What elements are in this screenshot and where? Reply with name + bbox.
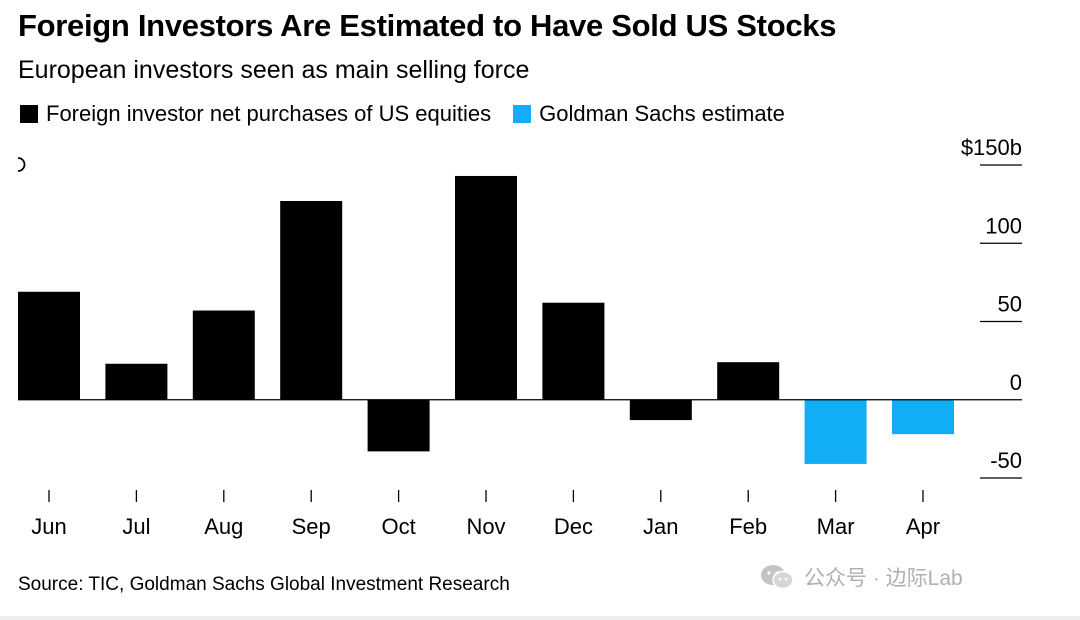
y-tick-label: 0 [1010, 370, 1022, 395]
bar-sep [280, 200, 343, 400]
legend-item-net-purchases: Foreign investor net purchases of US equ… [20, 101, 491, 127]
x-tick-label: Jul [122, 514, 150, 539]
bar-mar-estimate [804, 399, 867, 464]
partial-marker-glyph [17, 157, 26, 172]
x-tick-label: Feb [729, 514, 767, 539]
y-tick-label: 100 [985, 213, 1022, 238]
bar-oct [367, 399, 430, 452]
x-tick-label: Dec [554, 514, 593, 539]
x-tick-label: Nov [466, 514, 505, 539]
wechat-icon [761, 565, 794, 590]
y-tick-label: -50 [990, 448, 1022, 473]
legend-item-goldman-estimate: Goldman Sachs estimate [513, 101, 785, 127]
x-tick-label: Jun [31, 514, 66, 539]
x-tick-label: Oct [381, 514, 415, 539]
bar-jan [629, 399, 692, 421]
legend-swatch-net-purchases [20, 105, 38, 123]
watermark-text: 公众号 · 边际Lab [804, 567, 963, 590]
bar-jul [105, 363, 168, 400]
legend-label-goldman-estimate: Goldman Sachs estimate [539, 101, 785, 126]
y-tick-label: 50 [998, 292, 1022, 317]
bar-aug [192, 310, 255, 400]
bar-dec [542, 302, 605, 400]
x-tick-label: Aug [204, 514, 243, 539]
bottom-rule [0, 616, 1080, 620]
chart-subtitle: European investors seen as main selling … [18, 56, 530, 84]
legend-label-net-purchases: Foreign investor net purchases of US equ… [46, 101, 492, 126]
bar-apr-estimate [892, 399, 954, 435]
bar-nov [455, 175, 517, 400]
chart-legend: Foreign investor net purchases of US equ… [20, 100, 807, 128]
chart-title: Foreign Investors Are Estimated to Have … [18, 8, 837, 43]
x-tick-label: Mar [817, 514, 855, 539]
bar-jun [18, 291, 80, 400]
bar-feb [717, 362, 780, 400]
y-tick-label: $150b [961, 135, 1022, 160]
watermark: 公众号 · 边际Lab [760, 562, 963, 592]
chart-source: Source: TIC, Goldman Sachs Global Invest… [18, 574, 510, 595]
x-tick-label: Apr [906, 514, 940, 539]
legend-swatch-goldman-estimate [513, 105, 532, 123]
x-tick-label: Sep [292, 514, 331, 539]
x-tick-label: Jan [643, 514, 678, 539]
